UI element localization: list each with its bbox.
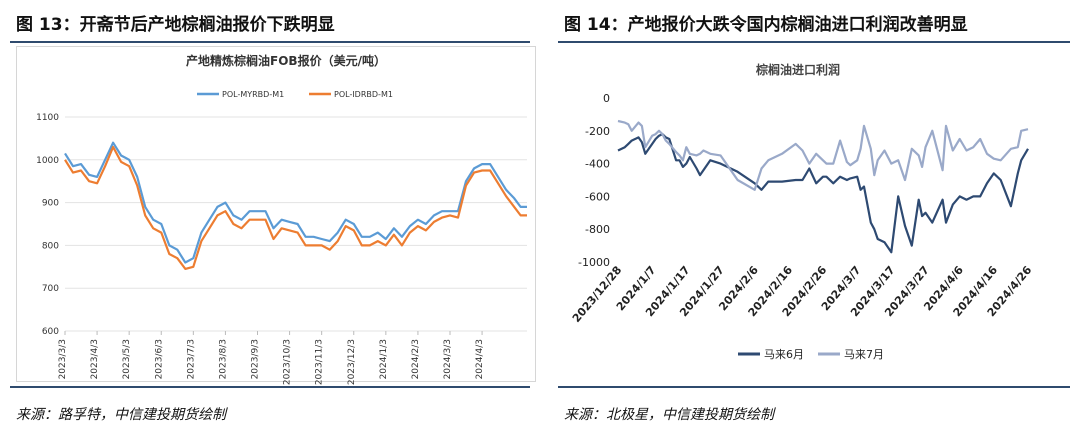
series-line — [64, 141, 527, 264]
x-tick-label: 2023/5/3 — [122, 339, 132, 379]
x-tick-label: 2023/10/3 — [283, 339, 293, 385]
right-figure-panel: 图 14：产地报价大跌令国内棕榈油进口利润改善明显 棕榈油进口利润 0 -200 -4… — [548, 0, 1080, 443]
series-line — [617, 132, 1029, 254]
x-tick-label: 2024/3/3 — [443, 339, 453, 379]
series-line — [617, 119, 1029, 191]
y-tick-label: -1000 — [578, 256, 610, 269]
fob-price-chart: 产地精炼棕榈油FOB报价（美元/吨） POL-MYRBD-M1 POL-IDRBD-… — [36, 53, 527, 385]
figure-title: 图 14：产地报价大跌令国内棕榈油进口利润改善明显 — [564, 15, 968, 35]
legend-label: POL-IDRBD-M1 — [334, 90, 393, 99]
y-tick-label: 800 — [42, 241, 59, 251]
title-rule — [10, 41, 530, 43]
y-tick-label: 700 — [42, 284, 59, 294]
x-tick-label: 2024/1/3 — [379, 339, 389, 379]
y-tick-label: 0 — [603, 92, 610, 105]
legend-label: 马来7月 — [844, 348, 884, 361]
y-tick-label: -800 — [585, 223, 610, 236]
series-line — [64, 145, 527, 270]
x-tick-label: 2023/8/3 — [218, 339, 228, 379]
x-tick-label: 2024/4/3 — [475, 339, 485, 379]
y-tick-label: -400 — [585, 158, 610, 171]
y-tick-label: 1000 — [36, 156, 59, 166]
title-rule — [558, 41, 1070, 43]
y-tick-label: 900 — [42, 199, 59, 209]
y-tick-label: -200 — [585, 125, 610, 138]
x-tick-label: 2023/3/3 — [58, 339, 68, 379]
x-tick-label: 2023/6/3 — [154, 339, 164, 379]
x-tick-label: 2023/9/3 — [251, 339, 261, 379]
y-tick-label: 600 — [42, 327, 59, 337]
y-tick-label: 1100 — [36, 113, 59, 123]
figure-title: 图 13：开斋节后产地棕榈油报价下跌明显 — [16, 15, 335, 35]
legend-label: POL-MYRBD-M1 — [222, 90, 284, 99]
source-note: 来源：路孚特，中信建投期货绘制 — [16, 407, 226, 423]
chart-title: 棕榈油进口利润 — [755, 62, 840, 77]
x-tick-label: 2023/7/3 — [186, 339, 196, 379]
source-note: 来源：北极星，中信建投期货绘制 — [564, 407, 774, 423]
x-tick-label: 2023/12/28 — [570, 264, 624, 325]
left-figure-panel: 图 13：开斋节后产地棕榈油报价下跌明显 产地精炼棕榈油FOB报价（美元/吨） P… — [10, 15, 536, 423]
chart-frame: 产地精炼棕榈油FOB报价（美元/吨） POL-MYRBD-M1 POL-IDRBD-… — [16, 46, 536, 385]
import-profit-chart: 棕榈油进口利润0-200-400-600-800-10002023/12/282… — [570, 62, 1035, 361]
y-tick-label: -600 — [585, 190, 610, 203]
x-tick-label: 2023/12/3 — [347, 339, 357, 385]
bottom-rule — [558, 386, 1070, 388]
x-tick-label: 2023/4/3 — [90, 339, 100, 379]
legend-label: 马来6月 — [764, 348, 804, 361]
x-tick-label: 2024/2/3 — [411, 339, 421, 379]
bottom-rule — [10, 386, 530, 388]
x-tick-label: 2023/11/3 — [315, 339, 325, 385]
chart-title: 产地精炼棕榈油FOB报价（美元/吨） — [186, 53, 386, 68]
